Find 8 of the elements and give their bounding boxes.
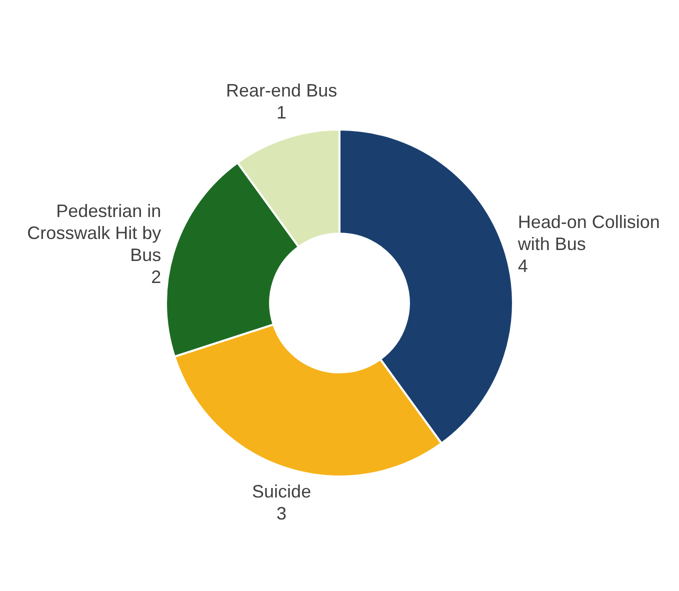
data-label: 4 xyxy=(518,256,528,276)
slice-label: Rear-end Bus xyxy=(226,80,338,101)
data-label: 2 xyxy=(151,267,162,288)
data-label: 3 xyxy=(276,503,287,524)
data-label: 1 xyxy=(276,102,287,123)
slice-label: Head-on Collision with Bus xyxy=(516,212,660,254)
slice-label: Suicide xyxy=(252,481,312,502)
slice-label: Pedestrian in Crosswalk Hit by Bus xyxy=(27,201,162,266)
